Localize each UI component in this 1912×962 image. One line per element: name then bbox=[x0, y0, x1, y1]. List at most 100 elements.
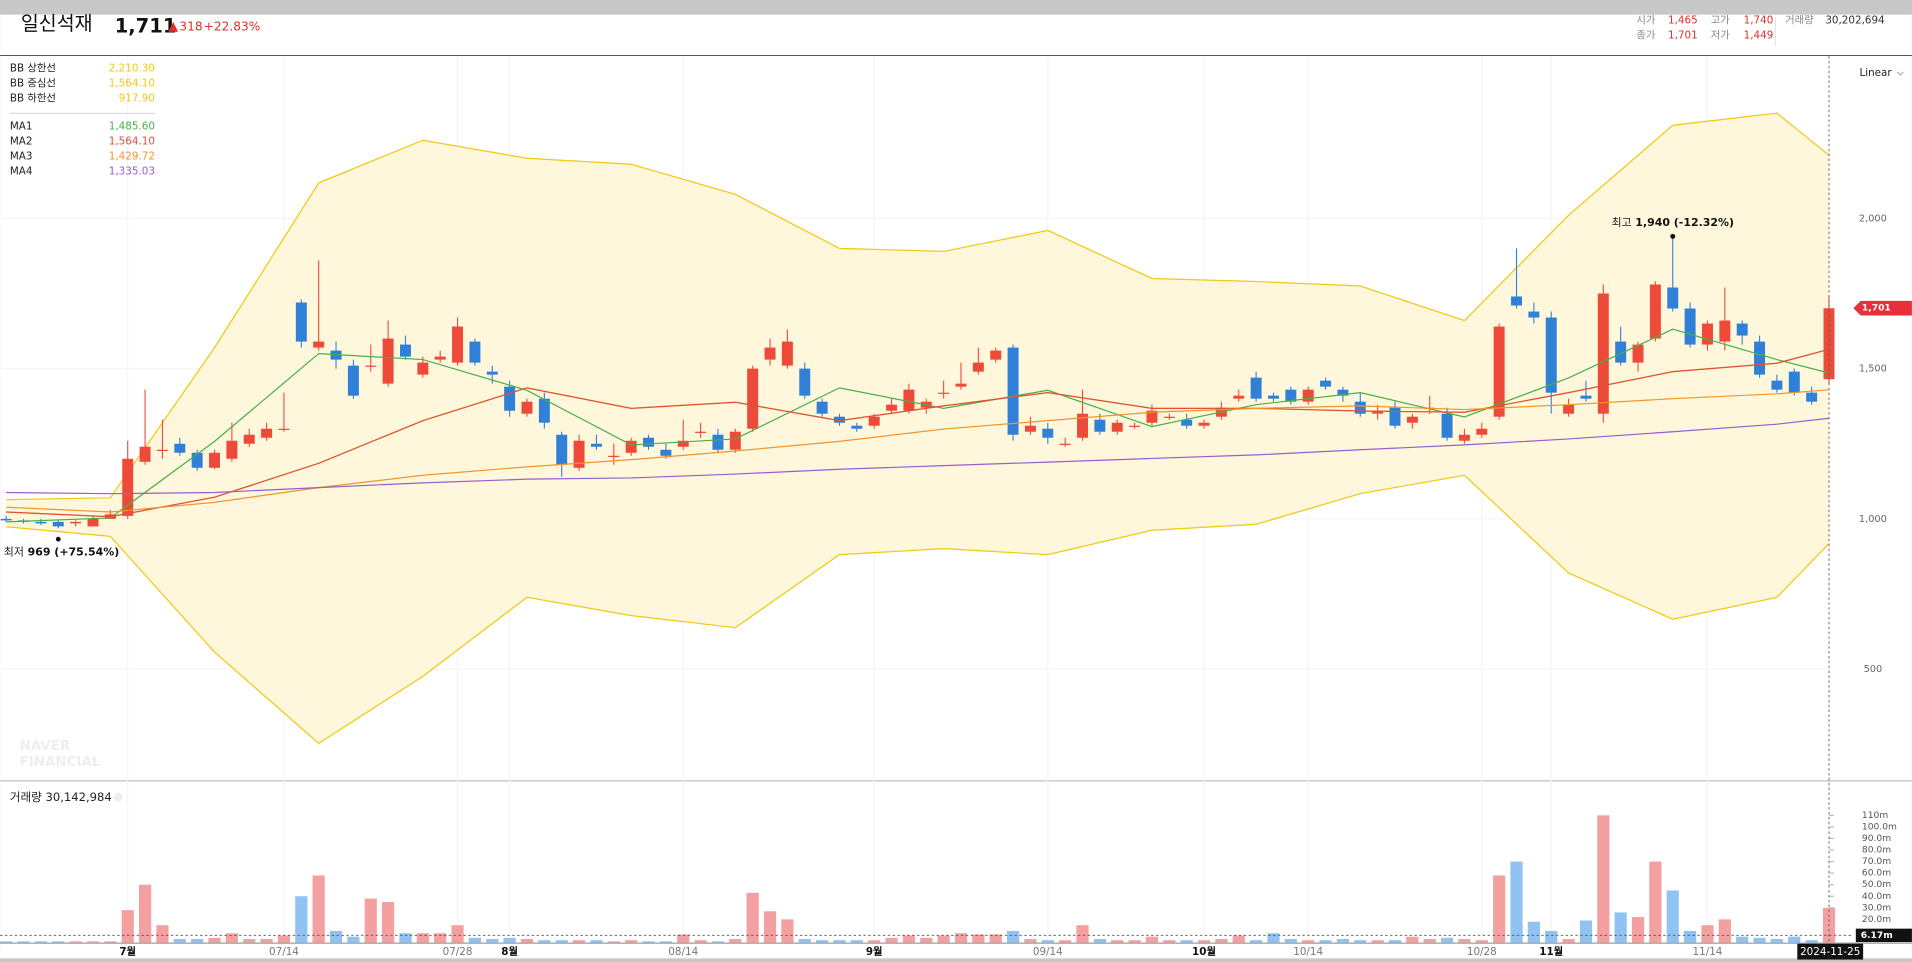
volume-bar bbox=[555, 940, 568, 943]
volume-bar bbox=[972, 934, 985, 943]
info-value: 1,449 bbox=[1744, 29, 1774, 41]
volume-bar bbox=[1336, 939, 1350, 943]
candle-body bbox=[1059, 443, 1071, 445]
volume-bar bbox=[1718, 919, 1731, 943]
candle-body bbox=[382, 338, 394, 384]
volume-bar bbox=[781, 919, 794, 943]
candle-body bbox=[295, 302, 307, 342]
candle-body bbox=[625, 440, 637, 453]
volume-bar bbox=[1701, 925, 1714, 943]
candle-body bbox=[0, 518, 12, 521]
candle-body bbox=[1458, 434, 1470, 441]
legend-name: MA3 bbox=[10, 151, 33, 163]
volume-bar bbox=[468, 937, 482, 943]
candle-body bbox=[191, 452, 203, 468]
extreme-dot bbox=[55, 536, 61, 542]
candle-body bbox=[955, 383, 967, 387]
candle-body bbox=[781, 341, 793, 366]
candle-body bbox=[35, 521, 47, 524]
volume-bar bbox=[1649, 861, 1662, 943]
extreme-dot bbox=[1670, 233, 1676, 239]
y-tick-label: 2,000 bbox=[1859, 213, 1887, 224]
volume-bar bbox=[451, 925, 464, 943]
settings-icon[interactable] bbox=[114, 793, 123, 802]
volume-tick-label: 70.0m bbox=[1862, 857, 1891, 867]
note-label: 최저 bbox=[4, 546, 24, 559]
candle-body bbox=[139, 446, 151, 462]
volume-bar bbox=[34, 941, 48, 943]
volume-bar bbox=[1545, 930, 1558, 943]
volume-bar bbox=[329, 930, 343, 943]
volume-bar bbox=[1163, 940, 1176, 943]
volume-bar bbox=[520, 939, 534, 943]
candle-body bbox=[313, 341, 325, 348]
candle-body bbox=[243, 434, 255, 444]
volume-bar bbox=[1111, 940, 1124, 943]
candle-body bbox=[1632, 344, 1644, 363]
candle-body bbox=[1701, 323, 1713, 345]
volume-bar bbox=[1024, 939, 1037, 943]
top-layer: 시가 1,465 고가 1,740 거래량 30,202,694 종가 1,701 저가 1,44… bbox=[0, 15, 1912, 960]
volume-bar bbox=[1597, 815, 1610, 943]
legend-value: 917.90 bbox=[119, 92, 155, 104]
candle-body bbox=[573, 440, 585, 468]
volume-bar bbox=[1215, 939, 1228, 943]
candle-body bbox=[886, 404, 898, 411]
volume-bar bbox=[277, 935, 291, 943]
price-change-pct: +22.83% bbox=[204, 19, 261, 33]
candle-body bbox=[903, 389, 915, 411]
volume-bar bbox=[798, 939, 811, 943]
volume-tick-label: 60.0m bbox=[1862, 869, 1891, 879]
volume-bar bbox=[1614, 912, 1627, 943]
legend-name: MA1 bbox=[10, 121, 33, 133]
volume-bar bbox=[434, 933, 447, 943]
volume-title: 거래량 30,142,984 bbox=[10, 790, 112, 804]
volume-bar bbox=[295, 896, 308, 943]
volume-bar bbox=[954, 933, 968, 943]
candle-body bbox=[1233, 395, 1245, 399]
y-tick-label: 500 bbox=[1864, 664, 1883, 675]
legend-value: 1,335.03 bbox=[109, 166, 155, 178]
volume-bar bbox=[1250, 940, 1263, 943]
legend-value: 1,485.60 bbox=[109, 121, 155, 133]
indicator-line bbox=[6, 474, 1830, 745]
volume-bar bbox=[364, 898, 377, 943]
legend-value: 1,564.10 bbox=[109, 136, 155, 148]
volume-bar bbox=[0, 941, 13, 943]
candle-body bbox=[1146, 410, 1158, 423]
volume-bar bbox=[625, 940, 638, 943]
volume-bar bbox=[816, 940, 829, 943]
candle-body bbox=[1649, 284, 1661, 339]
crosshair-date: 2024-11-25 bbox=[1800, 946, 1860, 958]
info-value: 1,701 bbox=[1668, 29, 1698, 41]
volume-bar bbox=[642, 941, 655, 943]
x-tick-label: 11월 bbox=[1539, 945, 1563, 958]
candle-body bbox=[417, 362, 429, 375]
volume-bar bbox=[868, 940, 881, 943]
candle-body bbox=[347, 365, 359, 396]
volume-bar bbox=[399, 933, 412, 943]
legend-name: MA2 bbox=[10, 136, 33, 148]
volume-bar bbox=[347, 936, 360, 943]
x-tick-label: 7월 bbox=[119, 945, 136, 958]
y-tick-label: 1,000 bbox=[1859, 514, 1887, 525]
volume-bar bbox=[1354, 940, 1367, 943]
candle-body bbox=[486, 371, 498, 375]
candle-body bbox=[1372, 410, 1384, 414]
candle-body bbox=[521, 401, 533, 414]
candle-body bbox=[1267, 395, 1279, 399]
volume-bar bbox=[572, 940, 586, 943]
legend-value: 1,429.72 bbox=[109, 151, 155, 163]
candle-body bbox=[747, 368, 759, 429]
volume-bar bbox=[659, 941, 672, 943]
volume-bar bbox=[1666, 890, 1679, 943]
volume-bar bbox=[1284, 939, 1297, 943]
y-tick-label: 1,500 bbox=[1859, 364, 1887, 375]
candle-body bbox=[1389, 407, 1401, 426]
scale-mode[interactable]: Linear bbox=[1859, 67, 1892, 79]
x-tick-label: 10/28 bbox=[1467, 946, 1497, 958]
volume-bar bbox=[1319, 940, 1332, 943]
volume-bar bbox=[17, 941, 30, 943]
candle-body bbox=[226, 440, 238, 459]
candle-body bbox=[1615, 341, 1627, 363]
